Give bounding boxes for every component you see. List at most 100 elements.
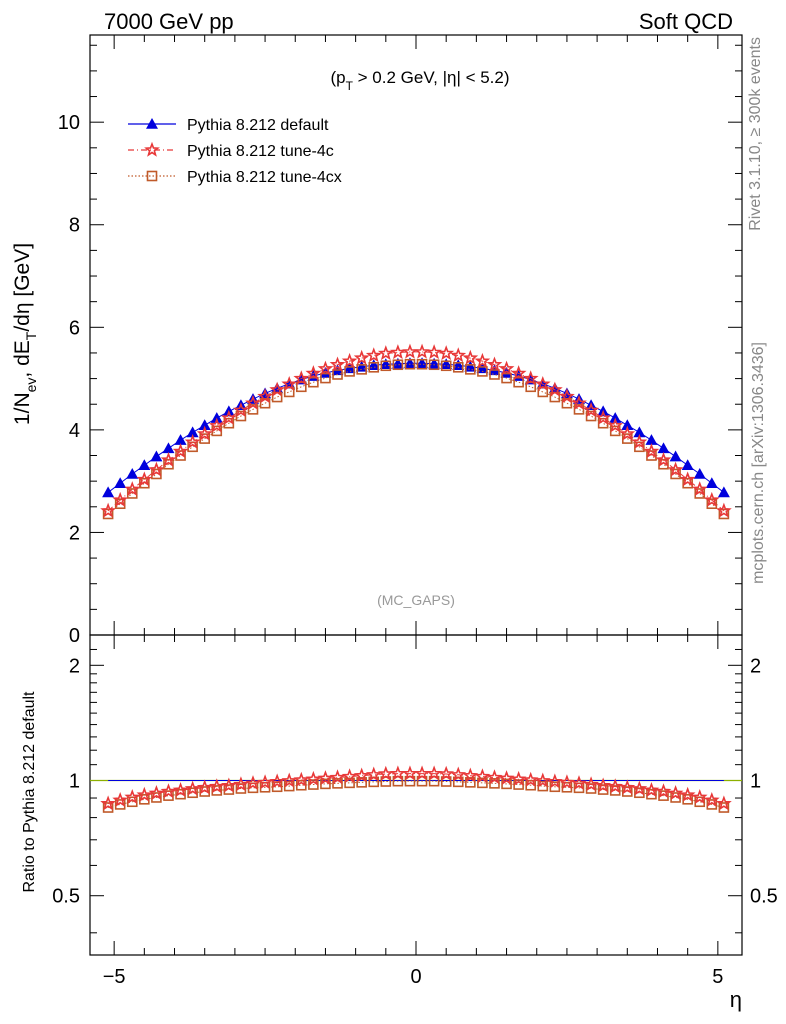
- square-marker: [682, 794, 693, 805]
- star-marker: [341, 768, 358, 784]
- star-marker: [329, 356, 346, 372]
- square-marker: [211, 785, 223, 796]
- square-marker: [501, 372, 512, 384]
- star-marker: [595, 777, 612, 793]
- star-marker: [184, 780, 201, 796]
- triangle-marker: [609, 412, 622, 423]
- square-marker: [211, 425, 223, 437]
- main-series: [100, 343, 732, 520]
- star-marker: [498, 770, 515, 786]
- star-marker: [353, 349, 370, 365]
- star-marker: [559, 388, 575, 404]
- star-marker: [100, 795, 116, 811]
- square-marker: [223, 784, 235, 795]
- y-tick-label: 8: [69, 215, 80, 237]
- star-marker: [426, 765, 442, 781]
- square-marker: [332, 369, 343, 380]
- star-marker: [220, 777, 237, 793]
- triangle-marker: [633, 426, 646, 438]
- triangle-marker: [102, 486, 115, 498]
- square-marker: [114, 799, 126, 810]
- x-axis-label: η: [730, 987, 742, 1012]
- ratio-y-tick-label: 2: [69, 655, 80, 677]
- series-tune-4cx: [102, 358, 730, 520]
- star-marker: [462, 349, 479, 365]
- square-marker: [585, 783, 597, 794]
- star-marker: [691, 481, 708, 497]
- triangle-marker: [717, 486, 730, 498]
- legend-item: Pythia 8.212 tune-4c: [128, 141, 334, 160]
- header-right: Soft QCD: [639, 9, 733, 34]
- star-marker: [619, 779, 636, 795]
- triangle-marker: [150, 450, 163, 462]
- y-tick-label: 6: [69, 317, 80, 339]
- ratio-ylabel: Ratio to Pythia 8.212 default: [21, 691, 38, 893]
- star-marker: [716, 795, 732, 811]
- star-marker: [679, 471, 696, 487]
- star-marker: [571, 394, 587, 410]
- star-marker: [583, 402, 599, 418]
- square-marker: [126, 796, 138, 808]
- ratio-y-tick-label-right: 2: [750, 655, 761, 677]
- square-marker: [609, 425, 621, 437]
- star-marker: [667, 461, 684, 477]
- star-marker: [607, 778, 624, 794]
- star-marker: [281, 375, 298, 391]
- star-marker: [136, 471, 153, 487]
- star-marker: [112, 491, 129, 507]
- square-marker: [295, 779, 307, 791]
- square-marker: [609, 785, 621, 796]
- square-marker: [646, 788, 657, 800]
- triangle-marker: [560, 387, 573, 399]
- star-marker: [196, 425, 213, 441]
- y-tick-label: 0: [69, 625, 80, 647]
- triangle-marker: [186, 426, 199, 438]
- star-marker: [655, 783, 672, 799]
- square-marker: [525, 779, 537, 791]
- triangle-marker: [621, 419, 634, 431]
- square-marker: [392, 359, 404, 371]
- star-marker: [160, 783, 177, 799]
- ratio-y-tick-label-right: 1: [750, 771, 761, 793]
- star-marker: [160, 451, 177, 467]
- triangle-marker: [391, 357, 404, 369]
- star-marker: [281, 772, 298, 788]
- star-marker: [534, 375, 551, 391]
- star-marker: [559, 774, 575, 790]
- star-marker: [390, 344, 406, 360]
- star-marker: [220, 409, 237, 425]
- series-tune-4c: [100, 343, 732, 518]
- legend: Pythia 8.212 default Pythia 8.212 tune-4c…: [128, 117, 342, 186]
- triangle-marker: [657, 442, 670, 454]
- star-marker: [450, 347, 467, 363]
- star-marker: [317, 770, 334, 786]
- square-marker: [452, 362, 464, 373]
- header-left: 7000 GeV pp: [104, 9, 234, 34]
- triangle-marker: [343, 362, 356, 374]
- square-marker: [102, 508, 114, 520]
- star-marker: [365, 347, 382, 363]
- rivet-note: Rivet 3.1.10, ≥ 300k events: [747, 37, 764, 231]
- star-marker: [269, 773, 286, 789]
- star-marker: [390, 765, 406, 781]
- triangle-marker: [146, 118, 158, 129]
- square-marker: [320, 372, 331, 384]
- triangle-marker: [693, 467, 706, 479]
- ratio-tune-4c: [100, 765, 732, 811]
- star-marker: [245, 775, 261, 791]
- legend-label: Pythia 8.212 tune-4c: [187, 143, 334, 160]
- x-tick-label: 0: [410, 966, 421, 988]
- main-ylabel: 1/Nev, dET/dη [GeV]: [11, 243, 39, 425]
- star-marker: [498, 360, 515, 376]
- series-tune-4cx-line: [107, 363, 725, 515]
- square-marker: [102, 802, 114, 813]
- series-default-line: [107, 362, 725, 493]
- ratio-panel: −5 0 5 0.5 0.5 1 1 2 2 Ratio to Pythia 8.212 def…: [21, 634, 778, 1012]
- square-marker: [428, 359, 440, 371]
- y-tick-label: 4: [69, 420, 80, 442]
- star-marker: [631, 433, 648, 449]
- star-marker: [631, 780, 648, 796]
- star-marker: [124, 481, 141, 497]
- star-marker: [269, 381, 286, 397]
- star-marker: [534, 772, 551, 788]
